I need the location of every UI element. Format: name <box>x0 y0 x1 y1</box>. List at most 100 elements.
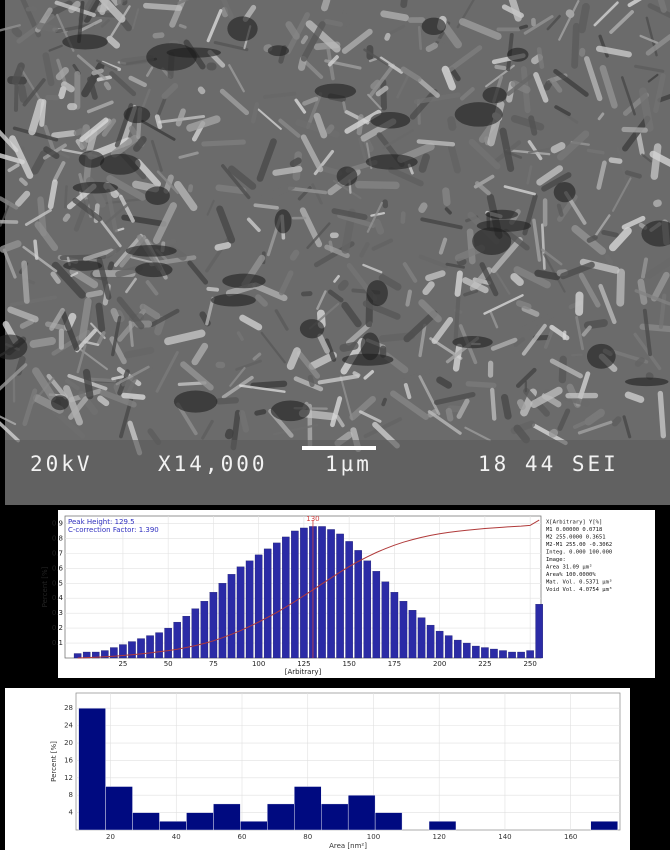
sem-shadow <box>483 87 507 103</box>
sem-crystal <box>355 181 400 189</box>
bar <box>336 534 343 658</box>
sem-crystal <box>543 198 548 226</box>
sem-shadow <box>337 167 358 186</box>
bar <box>346 541 353 658</box>
y-tick-label: 20 <box>64 739 73 747</box>
bar <box>282 537 289 658</box>
bar <box>133 813 160 830</box>
sem-crystal <box>400 211 405 224</box>
bar <box>137 639 144 658</box>
bar <box>210 592 217 658</box>
y-tick-label: 0.4 <box>52 594 64 602</box>
bar <box>74 654 81 658</box>
bar <box>445 636 452 658</box>
bar <box>79 708 106 830</box>
sem-shadow <box>63 260 102 270</box>
bar <box>591 821 618 830</box>
info-line: Area 31.09 µm² <box>546 564 592 571</box>
sem-shadow <box>554 182 576 202</box>
x-tick-label: 60 <box>238 833 247 841</box>
y-tick-label: 0.7 <box>52 549 63 557</box>
bar <box>429 821 456 830</box>
info-line: M2-M1 255.00 -0.3062 <box>546 542 612 548</box>
info-line: M2 255.0000 0.3651 <box>546 535 606 541</box>
x-tick-label: 160 <box>564 833 577 841</box>
bar <box>183 616 190 658</box>
bar <box>165 628 172 658</box>
bar <box>364 561 371 658</box>
sem-shadow <box>422 18 446 35</box>
bar <box>300 528 307 658</box>
x-tick-label: 140 <box>498 833 511 841</box>
sem-id: 18 44 SEI <box>478 452 619 476</box>
info-line: Void Vol. 4.0754 µm³ <box>546 586 612 593</box>
bar <box>318 526 325 658</box>
sem-shadow <box>135 262 172 277</box>
bar <box>382 582 389 658</box>
bar <box>246 561 253 658</box>
bar <box>237 567 244 658</box>
sem-shadow <box>268 45 289 56</box>
peak-height: Peak Height: 129.5 <box>68 518 135 526</box>
bar <box>201 601 208 658</box>
bar <box>264 549 271 658</box>
bar <box>128 642 135 658</box>
bar <box>291 531 298 658</box>
bar <box>267 804 294 830</box>
sem-shadow <box>145 186 170 205</box>
bar <box>213 804 240 830</box>
bar <box>192 609 199 658</box>
bar <box>418 618 425 658</box>
sem-shadow <box>100 154 141 175</box>
page: 20kV X14,000 1µm 18 44 SEI 0.10.20.30.40… <box>0 0 670 850</box>
bar <box>174 622 181 658</box>
sem-shadow <box>271 400 310 421</box>
y-tick-label: 0.8 <box>52 534 63 542</box>
sem-shadow <box>124 106 151 123</box>
sem-shadow <box>455 102 503 126</box>
info-line: Integ. 0.000 100.000 <box>546 550 612 556</box>
x-tick-label: 175 <box>388 660 401 668</box>
sem-magnification: X14,000 <box>158 452 268 476</box>
sem-crystal <box>525 381 527 393</box>
bar <box>490 649 497 658</box>
bar <box>436 631 443 658</box>
sem-shadow <box>275 209 292 233</box>
y-axis-label: Percent [%] <box>41 566 49 607</box>
sem-crystal <box>14 83 19 112</box>
info-line: Mat. Vol. 0.5371 µm³ <box>546 579 612 586</box>
y-tick-label: 0.1 <box>52 639 63 647</box>
bar <box>240 821 267 830</box>
sem-crystal <box>206 62 216 70</box>
sem-crystal <box>45 95 59 101</box>
x-tick-label: 125 <box>297 660 310 668</box>
bar <box>400 601 407 658</box>
bar <box>463 643 470 658</box>
bar <box>508 652 515 658</box>
sem-crystal <box>330 232 339 238</box>
bar <box>527 651 534 658</box>
sem-crystal <box>575 291 584 316</box>
sem-crystal <box>301 291 313 297</box>
bar <box>228 574 235 658</box>
sem-shadow <box>227 16 257 41</box>
y-tick-label: 0.5 <box>52 579 63 587</box>
sem-crystal <box>488 361 493 378</box>
sem-shadow <box>625 377 668 386</box>
correction-factor: C-correction Factor: 1.390 <box>68 526 159 534</box>
bar <box>155 633 162 658</box>
bar <box>375 813 402 830</box>
y-tick-label: 0.9 <box>52 519 63 527</box>
y-tick-label: 28 <box>64 704 73 712</box>
sem-crystal <box>565 393 598 398</box>
peak-marker-label: 130 <box>306 515 319 523</box>
y-tick-label: 16 <box>64 756 73 764</box>
x-tick-label: 250 <box>523 660 536 668</box>
sem-shadow <box>222 274 265 289</box>
info-line: Image: <box>546 557 566 563</box>
info-line: X[Arbitrary] Y[%] <box>546 520 602 526</box>
x-tick-label: 50 <box>164 660 173 668</box>
bar <box>146 636 153 658</box>
bar <box>517 652 524 658</box>
bar <box>373 571 380 658</box>
